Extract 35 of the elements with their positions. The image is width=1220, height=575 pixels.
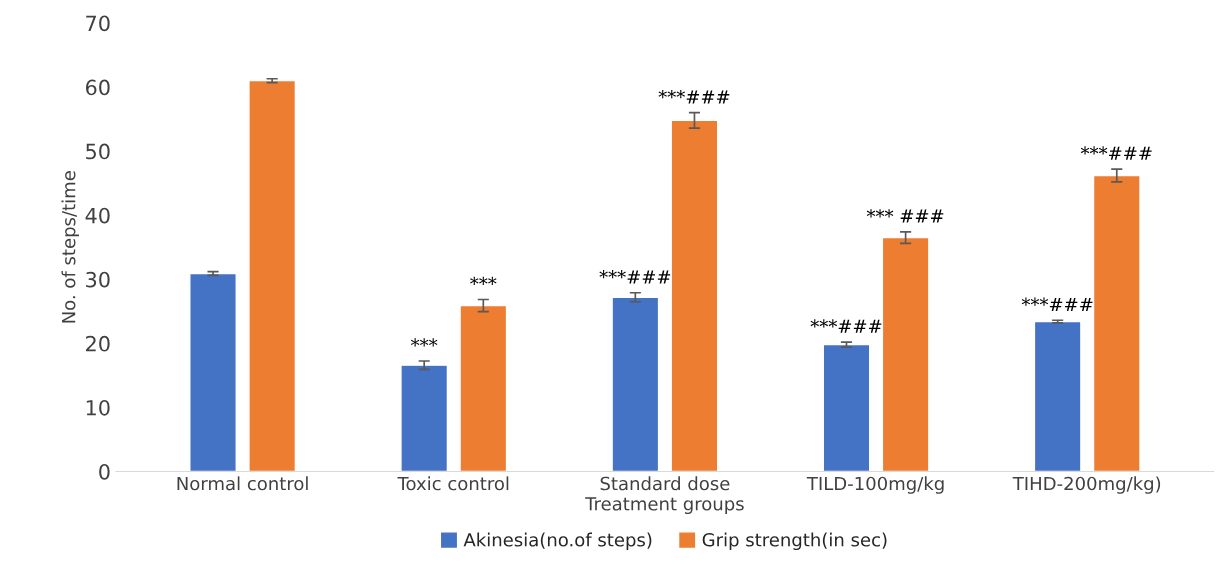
legend-label: Akinesia(no.of steps)	[463, 532, 652, 551]
data-label: *** ###	[866, 209, 944, 223]
x-tick-label: Toxic control	[397, 476, 509, 491]
y-tick-label: 10	[86, 399, 110, 416]
x-tick-label: TILD-100mg/kg	[806, 476, 944, 494]
data-label: ***###	[1021, 297, 1093, 311]
bar	[822, 343, 871, 472]
y-tick-label: 20	[86, 335, 110, 352]
data-label: ***	[410, 338, 438, 347]
bar	[881, 236, 930, 472]
bar	[1033, 320, 1082, 472]
bar	[1092, 174, 1141, 472]
data-label: ***###	[658, 89, 730, 104]
y-tick-label: 50	[86, 143, 110, 160]
data-label: ***	[470, 276, 497, 285]
y-tick-label: 70	[86, 15, 110, 32]
data-label: ***###	[1080, 146, 1152, 160]
y-tick-label: 30	[86, 271, 110, 288]
y-tick-label: 40	[85, 207, 110, 224]
x-tick-label: Standard dose	[600, 476, 730, 491]
bar	[670, 119, 719, 472]
bar	[459, 304, 508, 472]
bar	[189, 272, 237, 472]
x-tick-label: Normal control	[177, 476, 308, 491]
y-axis-title: No. of steps/time	[61, 171, 79, 323]
data-label: ***###	[599, 270, 671, 284]
x-axis-title: Treatment groups	[585, 497, 744, 515]
bar	[611, 296, 660, 472]
x-tick-label: TIHD-200mg/kg)	[1012, 476, 1161, 494]
y-tick-label: 60	[85, 79, 110, 96]
data-label: ***###	[810, 319, 882, 333]
y-tick-label: 0	[99, 463, 110, 480]
bar	[400, 364, 449, 472]
legend-label: Grip strength(in sec)	[702, 532, 887, 551]
bar	[248, 79, 297, 472]
